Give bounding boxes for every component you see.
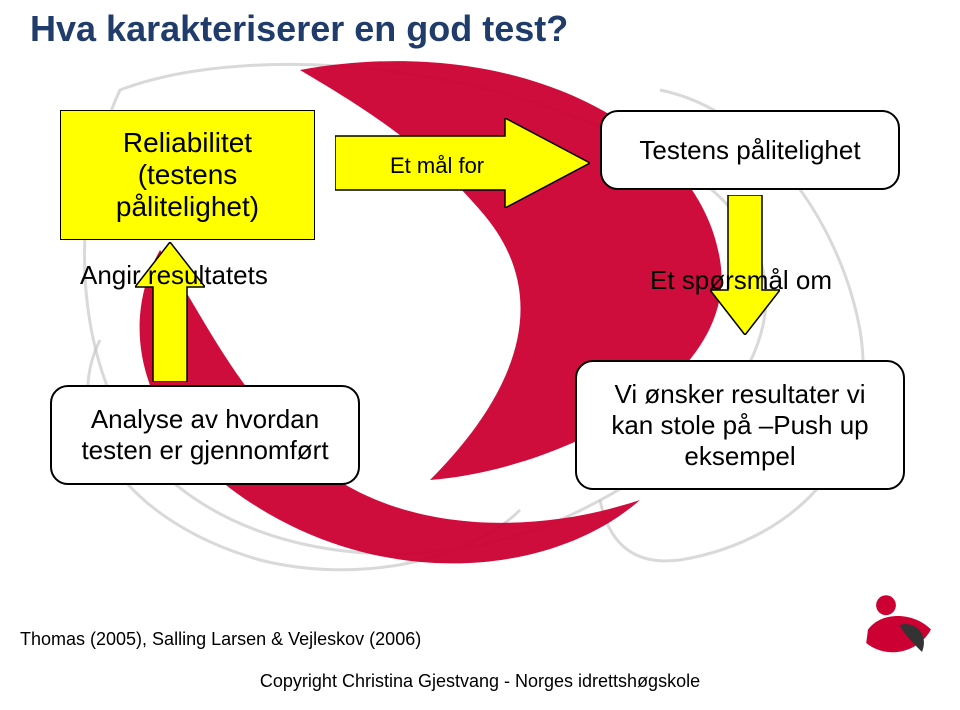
testens-palitelighet-box: Testens pålitelighet	[600, 110, 900, 190]
title-text: Hva karakteriserer en god test?	[30, 8, 568, 49]
reliability-line2: (testens	[138, 159, 238, 191]
testens-palitelighet-text: Testens pålitelighet	[639, 135, 860, 166]
angir-text: Angir resultatets	[80, 260, 268, 291]
resultater-line2: kan stole på –Push up	[611, 410, 868, 441]
nih-logo-icon	[850, 580, 940, 670]
page-title: Hva karakteriserer en god test?	[30, 8, 568, 50]
reliability-box: Reliabilitet (testens pålitelighet)	[60, 110, 315, 240]
copyright-text: Copyright Christina Gjestvang - Norges i…	[0, 671, 960, 692]
resultater-box: Vi ønsker resultater vi kan stole på –Pu…	[575, 360, 905, 490]
angir-text-span: Angir resultatets	[80, 260, 268, 290]
et-sporsmal-span: Et spørsmål om	[650, 265, 832, 295]
analyse-line2: testen er gjennomført	[81, 435, 328, 466]
reliability-line1: Reliabilitet	[123, 127, 252, 159]
resultater-line3: eksempel	[684, 441, 795, 472]
analyse-box: Analyse av hvordan testen er gjennomført	[50, 385, 360, 485]
et-sporsmal-text: Et spørsmål om	[650, 265, 832, 296]
resultater-line1: Vi ønsker resultater vi	[615, 379, 866, 410]
slide-root: Hva karakteriserer en god test? Reliabil…	[0, 0, 960, 710]
reference-text: Thomas (2005), Salling Larsen & Vejlesko…	[20, 629, 421, 650]
et-mal-for-text: Et mål for	[390, 153, 484, 179]
reliability-line3: pålitelighet)	[116, 191, 259, 223]
analyse-line1: Analyse av hvordan	[91, 404, 319, 435]
et-mal-for-span: Et mål for	[390, 153, 484, 178]
